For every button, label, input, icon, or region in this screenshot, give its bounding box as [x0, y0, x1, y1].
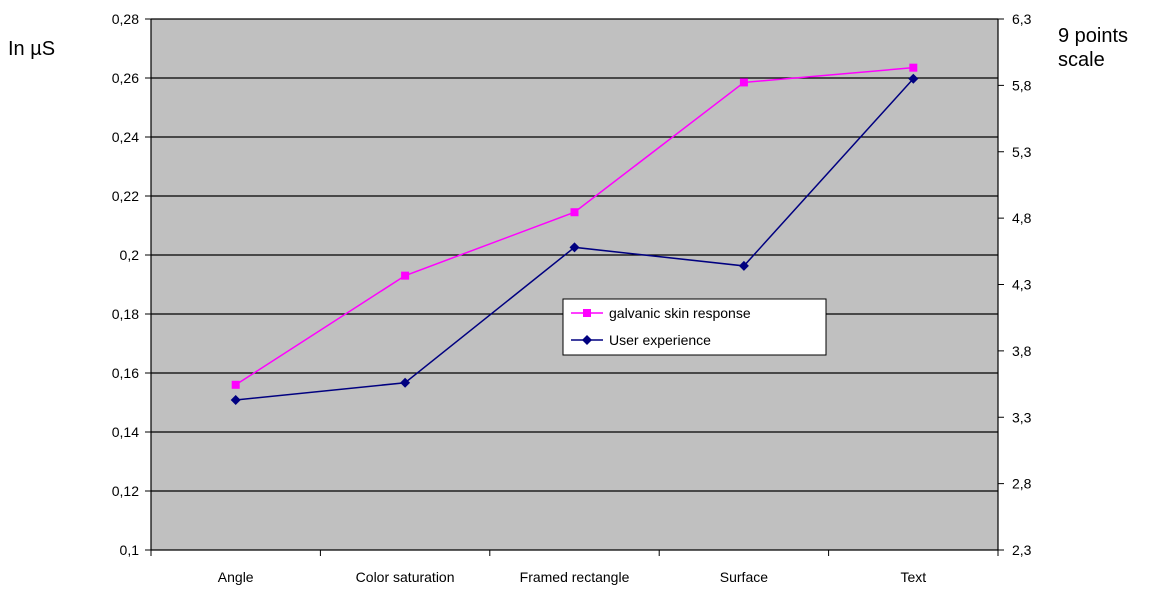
data-point	[401, 271, 410, 280]
right-axis-tick-label: 2,8	[1012, 476, 1032, 492]
left-axis-tick-label: 0,14	[112, 424, 139, 440]
data-point	[908, 73, 919, 84]
plot-area	[151, 19, 998, 550]
left-axis-tick-label: 0,18	[112, 306, 139, 322]
x-axis-category-label: Color saturation	[356, 569, 455, 585]
left-axis-tick-label: 0,16	[112, 365, 139, 381]
right-axis-tick-label: 3,3	[1012, 409, 1032, 425]
left-axis-tick-label: 0,26	[112, 70, 139, 86]
left-axis-tick-label: 0,12	[112, 483, 139, 499]
left-axis-tick-label: 0,2	[120, 247, 140, 263]
right-axis-tick-label: 5,8	[1012, 77, 1032, 93]
x-axis-category-label: Surface	[720, 569, 768, 585]
right-axis-tick-label: 3,8	[1012, 343, 1032, 359]
right-axis-tick-label: 4,8	[1012, 210, 1032, 226]
data-point	[570, 208, 579, 217]
data-point	[231, 380, 240, 389]
x-axis-category-label: Angle	[218, 569, 254, 585]
data-point	[738, 260, 749, 271]
data-point	[400, 377, 411, 388]
x-axis-category-label: Framed rectangle	[520, 569, 630, 585]
legend	[562, 298, 827, 356]
data-point	[739, 78, 748, 87]
legend-label: galvanic skin response	[609, 305, 751, 321]
left-axis-tick-label: 0,22	[112, 188, 139, 204]
legend-label: User experience	[609, 332, 711, 348]
left-axis-label: In µS	[8, 38, 55, 60]
left-axis-tick-label: 0,1	[120, 542, 140, 558]
right-axis-tick-label: 5,3	[1012, 144, 1032, 160]
legend-marker	[583, 309, 591, 317]
left-axis-tick-label: 0,24	[112, 129, 139, 145]
right-axis-tick-label: 4,3	[1012, 277, 1032, 293]
right-axis-label: scale	[1058, 49, 1105, 71]
x-axis-category-label: Text	[900, 569, 926, 585]
right-axis-label: 9 points	[1058, 25, 1128, 47]
data-point	[569, 242, 580, 253]
data-point	[909, 63, 918, 72]
data-point	[230, 394, 241, 405]
right-axis-tick-label: 2,3	[1012, 542, 1032, 558]
right-axis-tick-label: 6,3	[1012, 11, 1032, 27]
left-axis-tick-label: 0,28	[112, 11, 139, 27]
legend-marker	[582, 335, 592, 345]
